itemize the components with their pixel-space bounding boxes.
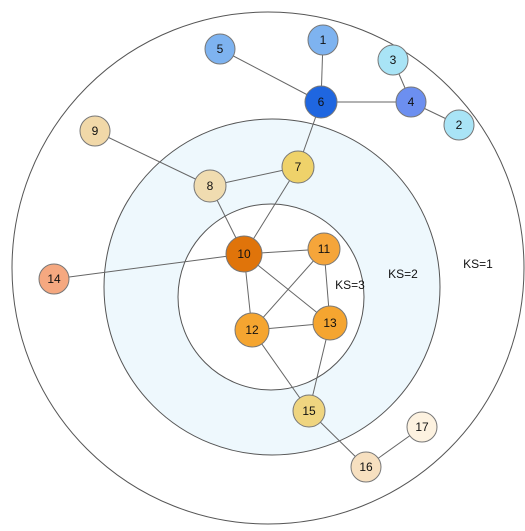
node-13[interactable]: 13 bbox=[312, 305, 348, 341]
node-label: 5 bbox=[217, 42, 224, 56]
node-4[interactable]: 4 bbox=[395, 86, 427, 118]
node-11[interactable]: 11 bbox=[307, 232, 341, 266]
node-circle[interactable] bbox=[225, 235, 263, 273]
node-circle[interactable] bbox=[307, 24, 339, 56]
node-label: 16 bbox=[359, 460, 373, 474]
node-label: 2 bbox=[456, 118, 463, 132]
node-2[interactable]: 2 bbox=[443, 109, 475, 141]
node-15[interactable]: 15 bbox=[292, 394, 326, 428]
node-circle[interactable] bbox=[79, 115, 111, 147]
node-label: 8 bbox=[207, 179, 214, 193]
node-label: 17 bbox=[415, 420, 429, 434]
node-12[interactable]: 12 bbox=[234, 312, 270, 348]
node-7[interactable]: 7 bbox=[281, 150, 315, 184]
node-circle[interactable] bbox=[350, 451, 382, 483]
node-label: 15 bbox=[302, 404, 316, 418]
shell-ks1-label: KS=1 bbox=[463, 257, 493, 271]
node-label: 11 bbox=[318, 242, 331, 256]
node-circle[interactable] bbox=[38, 263, 70, 295]
shell-ks2-label: KS=2 bbox=[388, 267, 418, 281]
node-circle[interactable] bbox=[193, 169, 227, 203]
node-8[interactable]: 8 bbox=[193, 169, 227, 203]
edge-14-10 bbox=[53, 253, 245, 280]
node-label: 9 bbox=[92, 124, 99, 138]
node-circle[interactable] bbox=[281, 150, 315, 184]
node-label: 10 bbox=[237, 247, 251, 261]
node-9[interactable]: 9 bbox=[79, 115, 111, 147]
node-14[interactable]: 14 bbox=[38, 263, 70, 295]
edge-11-12 bbox=[251, 248, 325, 331]
node-circle[interactable] bbox=[406, 411, 438, 443]
edge-9-8 bbox=[94, 130, 211, 187]
shell-ks3-ring bbox=[177, 203, 365, 391]
node-circle[interactable] bbox=[234, 312, 270, 348]
node-16[interactable]: 16 bbox=[350, 451, 382, 483]
node-circle[interactable] bbox=[443, 109, 475, 141]
node-6[interactable]: 6 bbox=[304, 85, 338, 119]
node-circle[interactable] bbox=[204, 33, 236, 65]
node-label: 7 bbox=[295, 160, 302, 174]
node-circle[interactable] bbox=[304, 85, 338, 119]
node-circle[interactable] bbox=[377, 44, 409, 76]
node-circle[interactable] bbox=[312, 305, 348, 341]
node-label: 13 bbox=[323, 316, 337, 330]
node-17[interactable]: 17 bbox=[406, 411, 438, 443]
node-label: 3 bbox=[390, 53, 397, 67]
edge-5-6 bbox=[219, 48, 322, 103]
node-1[interactable]: 1 bbox=[307, 24, 339, 56]
node-label: 12 bbox=[245, 323, 259, 337]
node-label: 4 bbox=[408, 95, 415, 109]
node-label: 6 bbox=[318, 95, 325, 109]
node-10[interactable]: 10 bbox=[225, 235, 263, 273]
node-circle[interactable] bbox=[307, 232, 341, 266]
shell-ks3-label: KS=3 bbox=[335, 278, 365, 292]
node-label: 1 bbox=[320, 33, 327, 47]
node-circle[interactable] bbox=[395, 86, 427, 118]
node-label: 14 bbox=[47, 272, 61, 286]
node-circle[interactable] bbox=[292, 394, 326, 428]
node-3[interactable]: 3 bbox=[377, 44, 409, 76]
node-5[interactable]: 5 bbox=[204, 33, 236, 65]
